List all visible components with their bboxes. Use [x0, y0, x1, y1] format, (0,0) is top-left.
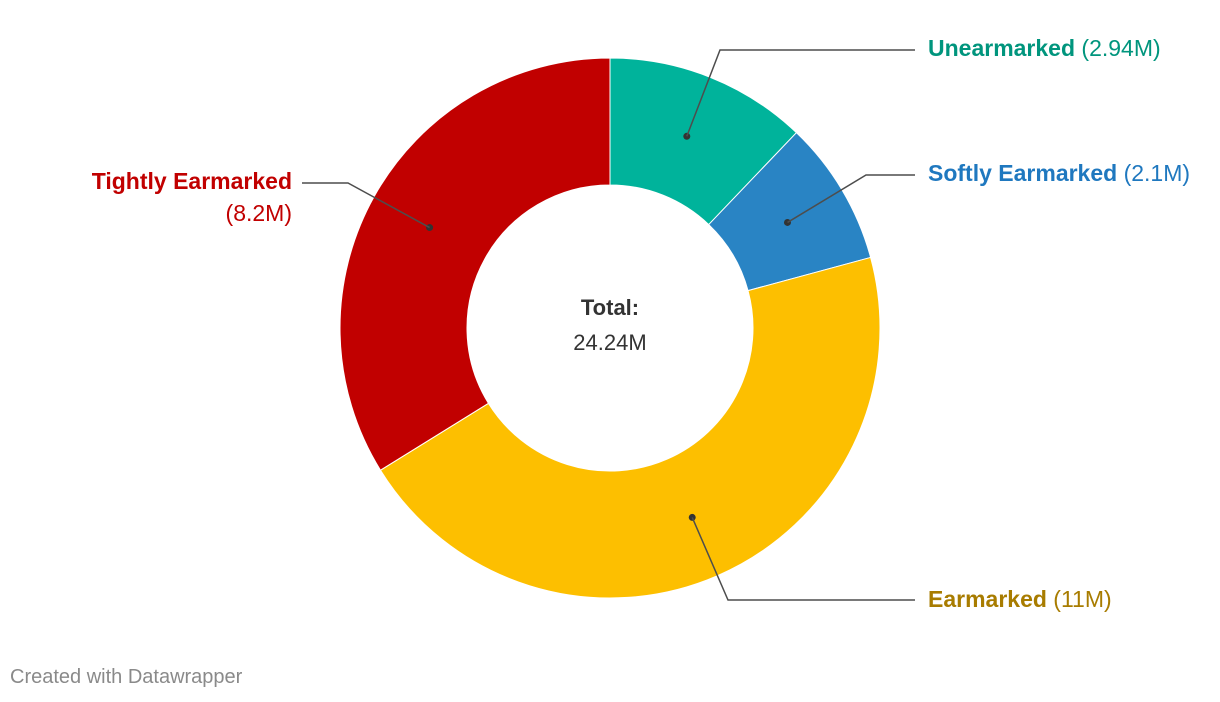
slice-label-earmarked: Earmarked (11M) — [928, 586, 1112, 612]
leader-line-tightly-earmarked — [302, 182, 430, 229]
footer-credit: Created with Datawrapper — [10, 666, 243, 688]
slice-earmarked[interactable] — [379, 256, 881, 599]
slice-label-value: (2.94M) — [1075, 35, 1161, 61]
slice-label-name: Unearmarked — [928, 35, 1075, 61]
slice-label-value: (11M) — [1047, 586, 1112, 612]
leader-line-earmarked — [691, 517, 915, 601]
slices-group — [339, 57, 881, 599]
center-total-title: Total: — [581, 295, 639, 320]
slice-labels-group: Unearmarked (2.94M) Softly Earmarked (2.1… — [92, 35, 1190, 612]
slice-label-name: Tightly Earmarked — [92, 168, 292, 194]
slice-label-name: Softly Earmarked — [928, 160, 1117, 186]
slice-label-value-tightly-earmarked: (8.2M) — [226, 200, 292, 226]
slice-tightly-earmarked[interactable] — [339, 57, 611, 471]
center-total-value: 24.24M — [573, 330, 646, 355]
leader-line-softly-earmarked — [787, 174, 915, 224]
slice-label-unearmarked: Unearmarked (2.94M) — [928, 35, 1161, 61]
slice-label-tightly-earmarked: Tightly Earmarked — [92, 168, 292, 194]
leader-lines-group — [302, 49, 915, 601]
slice-unearmarked[interactable] — [609, 57, 798, 226]
leader-line-unearmarked — [686, 49, 915, 137]
slice-label-name: Earmarked — [928, 586, 1047, 612]
slice-label-value: (2.1M) — [1117, 160, 1190, 186]
slice-label-softly-earmarked: Softly Earmarked (2.1M) — [928, 160, 1190, 186]
